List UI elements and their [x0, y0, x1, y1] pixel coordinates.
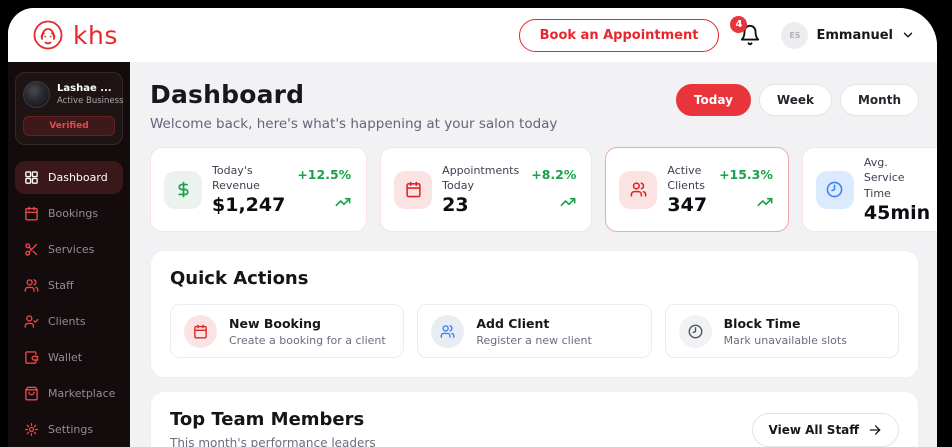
view-all-staff-button[interactable]: View All Staff — [751, 413, 899, 447]
period-week-button[interactable]: Week — [758, 84, 832, 116]
app-window: khs Book an Appointment 4 ES Emmanuel — [8, 8, 937, 447]
book-appointment-button[interactable]: Book an Appointment — [518, 18, 720, 52]
top-bar-actions: Book an Appointment 4 ES Emmanuel — [518, 16, 915, 52]
page-title: Dashboard — [150, 80, 305, 109]
quick-action-new-booking[interactable]: New Booking Create a booking for a clien… — [170, 304, 405, 358]
bell-icon — [739, 23, 761, 47]
quick-action-title: New Booking — [229, 315, 321, 331]
stat-card-active-clients[interactable]: Active Clients 347 +15.3% — [605, 147, 789, 232]
sidebar-item-services[interactable]: Services — [15, 233, 123, 266]
shopping-bag-icon — [24, 386, 39, 401]
sidebar-item-label: Clients — [48, 315, 86, 328]
stat-card-revenue[interactable]: Today's Revenue $1,247 +12.5% — [150, 147, 368, 232]
quick-action-subtitle: Mark unavailable slots — [723, 333, 847, 347]
stat-value: 45min — [863, 202, 931, 225]
stat-change: +8.2% — [531, 167, 577, 182]
stat-label: Avg. Service Time — [863, 155, 905, 200]
users-icon — [431, 314, 465, 348]
users-icon — [619, 170, 658, 209]
quick-action-title: Add Client — [476, 315, 550, 331]
brand-name: khs — [73, 20, 118, 50]
stat-card-service-time[interactable]: Avg. Service Time 45min -2.1% — [801, 147, 937, 232]
top-team-title: Top Team Members — [170, 409, 365, 430]
sidebar-item-clients[interactable]: Clients — [15, 305, 123, 338]
avatar: ES — [781, 21, 809, 49]
stat-value: 23 — [442, 194, 469, 217]
top-team-subtitle: This month's performance leaders — [170, 436, 376, 447]
brand-logo: khs — [30, 17, 118, 53]
business-profile-card[interactable]: Lashae ... Active Business Verified — [15, 72, 123, 145]
arrow-right-icon — [868, 423, 882, 437]
stat-label: Active Clients — [667, 163, 705, 192]
clock-icon — [815, 170, 854, 209]
quick-action-block-time[interactable]: Block Time Mark unavailable slots — [664, 304, 899, 358]
sidebar-item-label: Bookings — [48, 207, 99, 220]
sidebar-item-settings[interactable]: Settings — [15, 413, 123, 446]
notification-count-badge: 4 — [730, 16, 748, 33]
page-subtitle: Welcome back, here's what's happening at… — [150, 116, 558, 132]
stat-value: 347 — [667, 194, 708, 217]
stat-card-appointments[interactable]: Appointments Today 23 +8.2% — [380, 147, 593, 232]
trending-up-icon — [757, 194, 773, 210]
gear-icon — [24, 422, 39, 437]
sidebar-item-wallet[interactable]: Wallet — [15, 341, 123, 374]
sidebar-item-label: Staff — [48, 279, 74, 292]
quick-action-title: Block Time — [723, 315, 801, 331]
main-content: Dashboard Welcome back, here's what's ha… — [130, 62, 937, 447]
notifications-button[interactable]: 4 — [730, 16, 761, 47]
top-team-panel: Top Team Members This month's performanc… — [150, 391, 919, 447]
verified-badge: Verified — [23, 116, 115, 136]
dollar-icon — [164, 170, 202, 209]
quick-action-subtitle: Register a new client — [476, 333, 592, 347]
quick-action-add-client[interactable]: Add Client Register a new client — [417, 304, 652, 358]
stat-change: +15.3% — [719, 167, 773, 182]
stat-change: +12.5% — [297, 167, 352, 182]
user-check-icon — [24, 314, 39, 329]
sidebar-item-label: Services — [48, 243, 95, 256]
sidebar-nav: Dashboard Bookings Services — [15, 161, 123, 446]
calendar-icon — [184, 314, 217, 348]
sidebar-item-marketplace[interactable]: Marketplace — [15, 377, 123, 410]
user-name: Emmanuel — [816, 27, 893, 43]
trending-up-icon — [560, 194, 576, 210]
business-avatar — [23, 81, 50, 108]
clock-icon — [678, 314, 712, 348]
scissors-icon — [24, 242, 39, 257]
period-today-button[interactable]: Today — [675, 84, 751, 116]
stat-value: $1,247 — [212, 194, 286, 217]
view-all-staff-label: View All Staff — [768, 423, 859, 437]
business-name: Lashae ... — [57, 83, 112, 94]
sidebar: Lashae ... Active Business Verified Dash… — [8, 62, 130, 447]
stat-label: Today's Revenue — [212, 163, 260, 192]
calendar-icon — [24, 206, 39, 221]
top-bar: khs Book an Appointment 4 ES Emmanuel — [8, 8, 937, 62]
brand-face-icon — [30, 17, 66, 53]
chevron-down-icon — [901, 28, 915, 42]
sidebar-item-label: Marketplace — [48, 387, 116, 400]
sidebar-item-label: Settings — [48, 423, 94, 436]
stat-label: Appointments Today — [442, 163, 520, 192]
user-menu[interactable]: ES Emmanuel — [781, 21, 915, 49]
sidebar-item-bookings[interactable]: Bookings — [15, 197, 123, 230]
sidebar-item-label: Wallet — [48, 351, 83, 364]
quick-actions-title: Quick Actions — [170, 268, 309, 289]
calendar-icon — [394, 170, 433, 209]
sidebar-item-staff[interactable]: Staff — [15, 269, 123, 302]
period-toggle: Today Week Month — [675, 80, 919, 116]
quick-actions-panel: Quick Actions New Booking Create a booki… — [150, 250, 919, 378]
trending-up-icon — [335, 194, 351, 210]
wallet-icon — [24, 350, 39, 365]
stats-row: Today's Revenue $1,247 +12.5% — [150, 147, 937, 232]
grid-icon — [24, 170, 39, 185]
sidebar-item-label: Dashboard — [48, 171, 108, 184]
business-type: Active Business — [57, 96, 124, 106]
users-icon — [24, 278, 39, 293]
sidebar-item-dashboard[interactable]: Dashboard — [15, 161, 123, 194]
period-month-button[interactable]: Month — [839, 84, 919, 116]
quick-action-subtitle: Create a booking for a client — [229, 333, 386, 347]
